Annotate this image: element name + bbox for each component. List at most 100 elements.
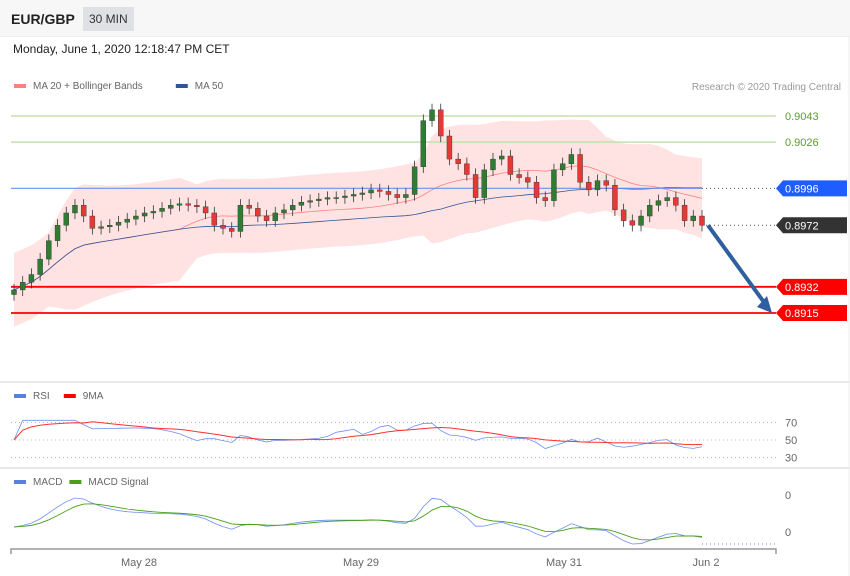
candle-body — [220, 225, 226, 229]
rsi-line — [13, 419, 703, 449]
candle-body — [115, 221, 122, 226]
candle-body — [472, 174, 479, 198]
candle-body — [46, 240, 52, 260]
level-label: 0.9026 — [785, 137, 819, 149]
candle-body — [542, 197, 548, 201]
candle-body — [80, 205, 87, 217]
candle-body — [525, 177, 531, 183]
candle-body — [699, 215, 705, 226]
candle-body — [690, 215, 696, 221]
legend-swatch — [14, 394, 26, 398]
macd-tick: 0 — [785, 490, 791, 502]
candle-body — [28, 274, 35, 283]
candle-body — [63, 212, 69, 226]
candle-body — [681, 205, 688, 221]
candle-body — [133, 215, 139, 220]
copyright-text: Research © 2020 Trading Central — [692, 82, 841, 93]
candle-body — [141, 212, 148, 217]
candle-body — [647, 205, 653, 217]
macd-signal-line — [13, 503, 703, 541]
candle-body — [377, 189, 383, 192]
legend-label-9ma: 9MA — [83, 391, 104, 402]
candle-body — [289, 205, 296, 211]
candle-body — [629, 220, 636, 226]
candle-body — [185, 203, 191, 206]
candle-body — [194, 205, 200, 208]
candle-body — [263, 215, 270, 221]
forecast-arrow — [706, 224, 768, 307]
symbol-title: EUR/GBP — [11, 11, 75, 27]
legend-label-rsi: RSI — [33, 391, 50, 402]
candle-body — [368, 189, 374, 194]
candle-body — [255, 208, 261, 217]
candle-body — [202, 206, 209, 214]
candle-body — [350, 194, 357, 197]
price-tag — [776, 180, 847, 197]
legend-swatch — [175, 84, 188, 88]
price-tag-label: 0.8932 — [785, 282, 819, 294]
candle-body — [664, 197, 670, 201]
candle-body — [359, 192, 366, 195]
candle-body — [403, 194, 409, 198]
legend-label-ma-50: MA 50 — [195, 81, 224, 92]
price-tag — [776, 278, 847, 295]
candle-body — [316, 198, 322, 201]
timestamp: Monday, June 1, 2020 12:18:47 PM CET — [13, 42, 230, 56]
candle-body — [333, 197, 339, 199]
candle-body — [246, 205, 252, 209]
candle-body — [229, 228, 235, 232]
candle-body — [385, 191, 392, 195]
candle-body — [481, 169, 487, 198]
candle-body — [673, 197, 679, 206]
x-axis-label: Jun 2 — [693, 557, 720, 569]
candle-body — [638, 215, 644, 226]
candle-body — [272, 212, 278, 221]
rsi-9ma-line — [13, 421, 703, 446]
candle-body — [533, 181, 540, 198]
timeframe-button[interactable]: 30 MIN — [83, 7, 134, 31]
candle-body — [498, 155, 505, 160]
candle-body — [211, 212, 218, 226]
candle-body — [37, 258, 43, 275]
rsi-tick: 50 — [785, 435, 797, 447]
candle-body — [551, 169, 557, 201]
price-tag-label: 0.8915 — [785, 308, 819, 320]
macd-line — [13, 497, 703, 545]
candle-body — [281, 209, 287, 214]
candle-body — [159, 208, 165, 212]
level-label: 0.9043 — [785, 111, 819, 123]
candle-body — [11, 289, 17, 295]
candle-body — [429, 109, 435, 121]
legend-label-macd: MACD — [33, 477, 62, 488]
forecast-arrowhead-icon — [757, 295, 772, 313]
candle-body — [98, 226, 104, 229]
candle-body — [20, 282, 26, 291]
legend-label-ma-20-bollinger-bands: MA 20 + Bollinger Bands — [33, 81, 143, 92]
candle-body — [107, 225, 113, 228]
candle-body — [612, 185, 618, 211]
x-axis-label: May 29 — [343, 557, 379, 569]
candle-body — [54, 225, 61, 241]
price-tag-label: 0.8972 — [785, 220, 819, 232]
price-tag-label: 0.8996 — [785, 183, 819, 195]
candle-body — [237, 205, 244, 232]
candle-body — [176, 203, 183, 206]
legend-swatch — [69, 480, 82, 484]
candle-body — [168, 205, 174, 209]
candle-body — [394, 194, 400, 198]
legend-swatch — [63, 394, 76, 398]
x-axis-label: May 28 — [121, 557, 157, 569]
candle-body — [490, 158, 496, 171]
candle-body — [586, 181, 592, 191]
legend-swatch — [14, 84, 26, 88]
rsi-tick: 70 — [785, 418, 797, 430]
candle-body — [620, 209, 627, 221]
price-tag — [776, 304, 847, 321]
price-tag — [776, 217, 847, 234]
legend-label-macd-signal: MACD Signal — [88, 477, 148, 488]
candle-body — [603, 180, 609, 186]
candle-body — [150, 211, 157, 214]
candle-body — [446, 135, 453, 160]
